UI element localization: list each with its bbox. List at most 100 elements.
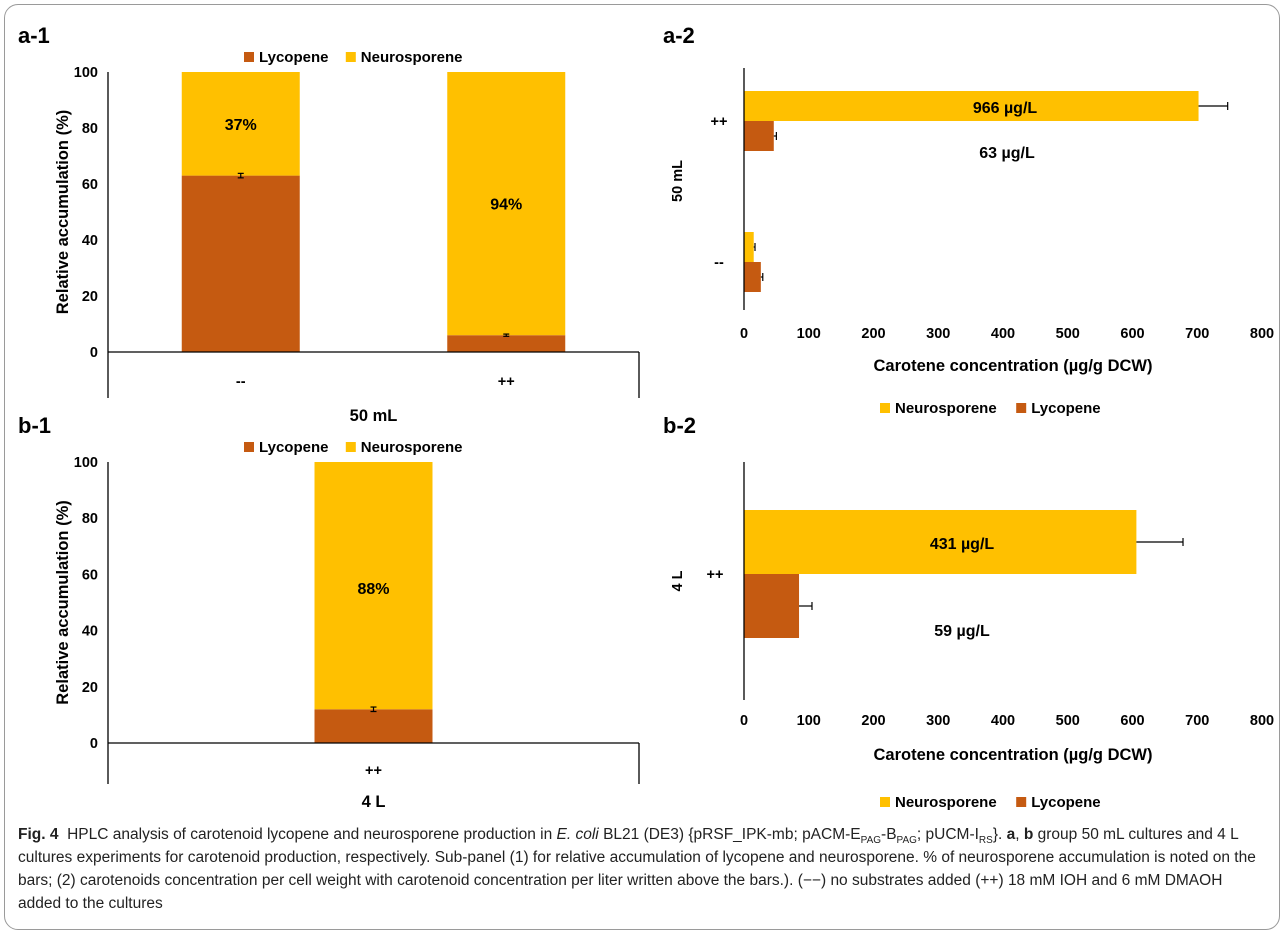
b2-bar-label-1: 59 µg/L xyxy=(934,623,990,640)
a1-ytick-3: 60 xyxy=(82,177,98,193)
b1-ytick-3: 60 xyxy=(82,567,98,583)
a2-xtick-7: 700 xyxy=(1185,326,1209,342)
caption-fig-label: Fig. 4 xyxy=(18,826,59,843)
caption-text-6: group 50 mL cultures and 4 L cultures ex… xyxy=(18,826,1256,912)
b1-ytick-4: 80 xyxy=(82,511,98,527)
a1-legend-label-1: Neurosporene xyxy=(361,49,463,66)
a2-xtick-8: 800 xyxy=(1250,326,1274,342)
b2-xtick-7: 700 xyxy=(1185,713,1209,729)
a1-bar-lycopene-0 xyxy=(181,175,300,352)
b2-panel-label: b-2 xyxy=(663,413,696,438)
caption-sub-1: PAG xyxy=(860,835,882,847)
b2-legend-label-0: Neurosporene xyxy=(895,794,997,811)
b2-group-label: 4 L xyxy=(670,570,686,591)
figure-frame xyxy=(4,4,1280,930)
b2-xtick-2: 200 xyxy=(861,713,885,729)
a1-ytick-4: 80 xyxy=(82,121,98,137)
b1-legend-swatch-0 xyxy=(244,442,254,452)
b1-ytick-1: 20 xyxy=(82,680,98,696)
b2-bar-neurosporene-0 xyxy=(744,510,1137,574)
b1-category-0: ++ xyxy=(365,763,382,779)
b2-xtick-3: 300 xyxy=(926,713,950,729)
a1-panel-label: a-1 xyxy=(18,23,50,48)
a2-legend-label-1: Lycopene xyxy=(1031,400,1100,417)
b2-xlabel: Carotene concentration (µg/g DCW) xyxy=(873,746,1152,764)
a1-bar-neurosporene-1 xyxy=(447,72,566,336)
b2-category-0: ++ xyxy=(707,567,724,583)
a2-bar-neurosporene-0 xyxy=(744,232,754,262)
a1-bar-label-1: 94% xyxy=(490,197,522,214)
a2-xtick-0: 0 xyxy=(740,326,748,342)
b1-bar-label-0: 88% xyxy=(357,581,389,598)
caption-text-2: BL21 (DE3) {pRSF_IPK-mb; pACM-E xyxy=(598,826,861,843)
a1-group-label: 50 mL xyxy=(350,407,398,425)
b2-bar-label-0: 431 µg/L xyxy=(930,536,995,553)
caption-text-5: }. xyxy=(992,826,1007,843)
caption-comma: , xyxy=(1015,826,1024,843)
b2-xtick-8: 800 xyxy=(1250,713,1274,729)
a1-legend-swatch-0 xyxy=(244,52,254,62)
b1-legend-label-1: Neurosporene xyxy=(361,439,463,456)
a2-xtick-6: 600 xyxy=(1120,326,1144,342)
a1-bar-lycopene-1 xyxy=(447,335,566,352)
a1-category-0: -- xyxy=(236,374,246,390)
caption-text-3: -B xyxy=(881,826,897,843)
b2-xtick-5: 500 xyxy=(1056,713,1080,729)
a2-group-label: 50 mL xyxy=(670,160,686,202)
a2-xtick-1: 100 xyxy=(797,326,821,342)
b1-ytick-0: 0 xyxy=(90,736,98,752)
a2-legend-swatch-0 xyxy=(880,403,890,413)
a2-bar-label-1: 63 µg/L xyxy=(979,145,1035,162)
a1-ylabel: Relative accumulation (%) xyxy=(54,110,72,314)
b1-group-label: 4 L xyxy=(362,793,386,811)
b1-legend-label-0: Lycopene xyxy=(259,439,328,456)
a2-xtick-4: 400 xyxy=(991,326,1015,342)
a2-legend-label-0: Neurosporene xyxy=(895,400,997,417)
caption-text-1: HPLC analysis of carotenoid lycopene and… xyxy=(67,826,557,843)
b1-ytick-2: 40 xyxy=(82,624,98,640)
a2-category-1: ++ xyxy=(711,114,728,130)
a2-panel-label: a-2 xyxy=(663,23,695,48)
a1-ytick-2: 40 xyxy=(82,233,98,249)
a1-ytick-0: 0 xyxy=(90,345,98,361)
a2-legend-swatch-1 xyxy=(1016,403,1027,413)
caption-a: a xyxy=(1006,826,1016,843)
a1-legend-label-0: Lycopene xyxy=(259,49,328,66)
a1-ytick-1: 20 xyxy=(82,289,98,305)
b2-xtick-0: 0 xyxy=(740,713,748,729)
a1-bar-neurosporene-0 xyxy=(181,72,300,176)
b2-xtick-6: 600 xyxy=(1120,713,1144,729)
b1-panel-label: b-1 xyxy=(18,413,51,438)
b1-legend-swatch-1 xyxy=(345,442,356,452)
caption-sub-3: RS xyxy=(978,835,993,847)
a2-xlabel: Carotene concentration (µg/g DCW) xyxy=(873,357,1152,375)
b2-xtick-1: 100 xyxy=(797,713,821,729)
b2-xtick-4: 400 xyxy=(991,713,1015,729)
caption-ecoli: E. coli xyxy=(556,826,599,843)
a2-category-0: -- xyxy=(714,255,724,271)
b1-ylabel: Relative accumulation (%) xyxy=(54,500,72,704)
a2-bar-lycopene-1 xyxy=(744,121,774,151)
a1-ytick-5: 100 xyxy=(74,65,98,81)
a2-xtick-5: 500 xyxy=(1056,326,1080,342)
a2-xtick-3: 300 xyxy=(926,326,950,342)
a2-bar-lycopene-0 xyxy=(744,262,761,292)
figure-caption: Fig. 4 HPLC analysis of carotenoid lycop… xyxy=(18,823,1266,915)
b2-legend-swatch-0 xyxy=(880,797,890,807)
b2-bar-lycopene-0 xyxy=(744,574,800,638)
b1-bar-lycopene-0 xyxy=(314,709,433,743)
a1-legend-swatch-1 xyxy=(345,52,356,62)
caption-text-4: ; pUCM-I xyxy=(916,826,979,843)
a2-xtick-2: 200 xyxy=(861,326,885,342)
caption-b: b xyxy=(1023,826,1034,843)
a2-bar-label-0: 966 µg/L xyxy=(973,100,1038,117)
caption-sub-2: PAG xyxy=(896,835,917,847)
a1-bar-label-0: 37% xyxy=(225,117,257,134)
b2-legend-swatch-1 xyxy=(1016,797,1027,807)
a2-bar-neurosporene-1 xyxy=(744,91,1199,121)
b1-ytick-5: 100 xyxy=(74,455,98,471)
a1-category-1: ++ xyxy=(498,374,515,390)
b1-bar-neurosporene-0 xyxy=(314,462,433,710)
b2-legend-label-1: Lycopene xyxy=(1031,794,1100,811)
